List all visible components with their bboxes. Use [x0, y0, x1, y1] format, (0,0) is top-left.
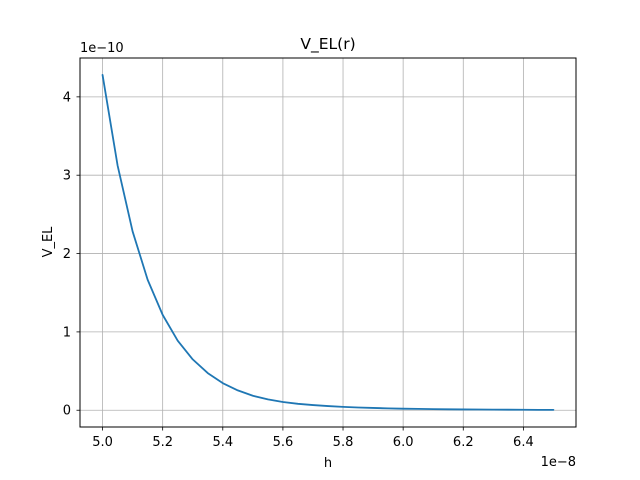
x-tick-label: 5.4 [212, 435, 233, 450]
y-axis-label: V_EL [41, 226, 56, 258]
x-tick-label: 5.8 [333, 435, 354, 450]
x-axis-ticks: 5.0 5.2 5.4 5.6 5.8 6.0 6.2 6.4 [92, 427, 534, 450]
x-tick-label: 5.6 [273, 435, 294, 450]
x-tick-label: 6.0 [393, 435, 414, 450]
y-tick-label: 0 [63, 404, 71, 419]
data-series [101, 74, 555, 411]
y-tick-label: 2 [63, 247, 71, 262]
x-tick-label: 6.2 [453, 435, 474, 450]
x-tick-label: 5.2 [152, 435, 173, 450]
x-tick-label: 5.0 [92, 435, 113, 450]
y-tick-label: 3 [63, 169, 71, 184]
x-tick-label: 6.4 [513, 435, 534, 450]
y-axis-offset-text: 1e−10 [80, 41, 124, 56]
y-tick-label: 4 [63, 90, 71, 105]
chart-title: V_EL(r) [300, 35, 355, 54]
x-axis-offset-text: 1e−8 [541, 455, 576, 470]
x-axis-label: h [324, 456, 332, 471]
series-line [101, 74, 555, 411]
x-gridlines [102, 58, 524, 427]
y-tick-label: 1 [63, 325, 71, 340]
plot-frame [79, 57, 577, 428]
y-axis-ticks: 0 1 2 3 4 [63, 90, 80, 419]
plot-area [80, 58, 576, 427]
